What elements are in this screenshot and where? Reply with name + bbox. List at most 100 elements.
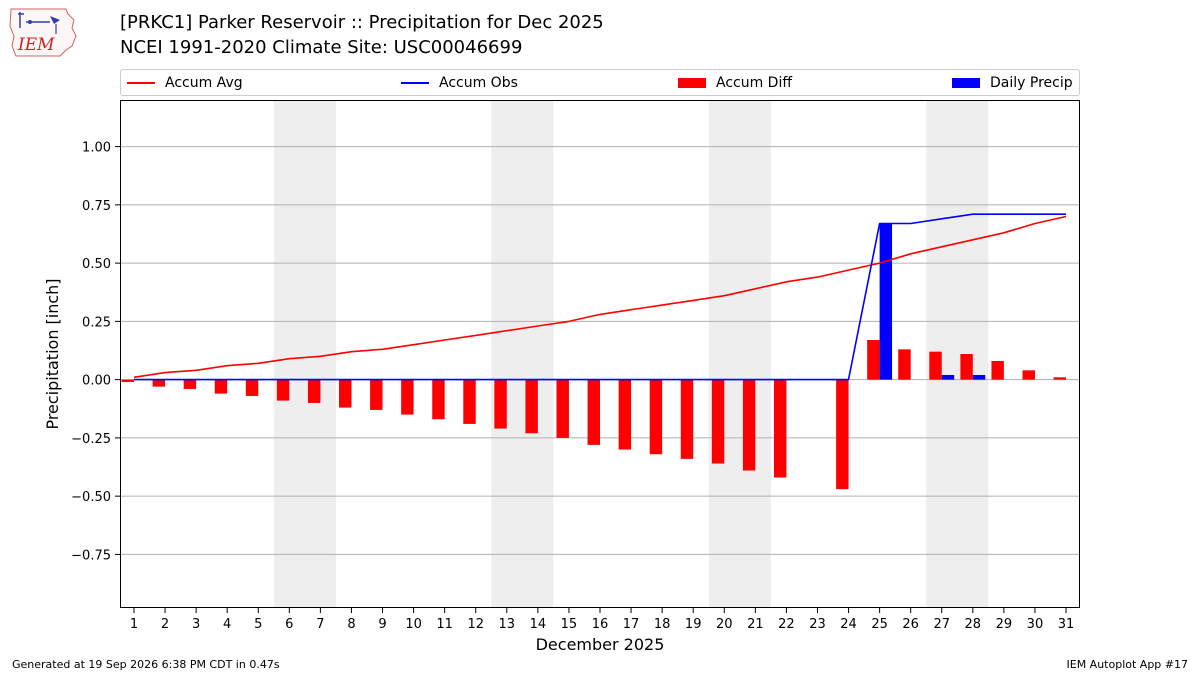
legend-item-accum-diff: Accum Diff xyxy=(678,70,792,95)
x-tick-label: 23 xyxy=(809,617,826,632)
x-tick-label: 16 xyxy=(592,617,609,632)
weekend-band xyxy=(273,100,336,608)
y-tick-label: 0.00 xyxy=(82,374,111,389)
x-tick-label: 1 xyxy=(130,617,138,632)
footer-app-text: IEM Autoplot App #17 xyxy=(1066,658,1189,671)
x-tick-label: 11 xyxy=(436,617,453,632)
x-tick-label: 4 xyxy=(223,617,231,632)
y-tick-label: 0.50 xyxy=(82,257,111,272)
x-tick-label: 6 xyxy=(285,617,293,632)
accum-diff-bar xyxy=(618,379,632,450)
accum-diff-bar xyxy=(463,379,476,424)
accum-diff-bar xyxy=(836,379,849,490)
x-tick-label: 10 xyxy=(405,617,422,632)
accum-diff-bar xyxy=(898,349,911,380)
x-tick-label: 30 xyxy=(1027,617,1044,632)
chart-subtitle: NCEI 1991-2020 Climate Site: USC00046699 xyxy=(120,37,523,58)
accum-diff-bar xyxy=(214,379,228,394)
accum-diff-bar xyxy=(121,379,134,382)
bars xyxy=(121,223,1067,490)
accum-diff-bar xyxy=(649,379,663,455)
x-tick-label: 26 xyxy=(902,617,919,632)
accum-diff-bar xyxy=(245,379,259,396)
x-tick-label: 3 xyxy=(192,617,200,632)
weekend-band xyxy=(708,100,771,608)
y-tick-label: 0.75 xyxy=(82,199,111,214)
legend: Accum Avg Accum Obs Accum Diff Daily Pre… xyxy=(120,69,1080,96)
iem-logo-icon: IEM xyxy=(8,6,80,58)
y-axis-ticks: −0.75 −0.50 −0.25 0.00 0.25 0.50 0.75 1.00 xyxy=(71,141,120,563)
accum-diff-bar xyxy=(276,379,290,401)
x-tick-label: 15 xyxy=(561,617,578,632)
legend-label: Accum Obs xyxy=(439,74,518,91)
accum-diff-bar xyxy=(867,340,880,380)
x-tick-label: 25 xyxy=(871,617,888,632)
y-tick-label: −0.75 xyxy=(71,548,111,563)
accum-diff-bar xyxy=(432,379,445,420)
weekend-band xyxy=(491,100,554,608)
accum-diff-bar xyxy=(525,379,538,434)
legend-item-daily-precip: Daily Precip xyxy=(952,70,1073,95)
y-tick-label: −0.25 xyxy=(71,432,111,447)
series-lines xyxy=(133,213,1067,381)
svg-text:IEM: IEM xyxy=(17,35,55,55)
legend-label: Accum Avg xyxy=(165,74,243,91)
x-tick-label: 12 xyxy=(467,617,484,632)
accum-avg-line xyxy=(133,215,1067,379)
accum-diff-bar xyxy=(680,379,694,459)
accum-diff-bar xyxy=(960,354,973,380)
legend-label: Accum Diff xyxy=(716,74,793,91)
legend-item-accum-obs: Accum Obs xyxy=(401,70,518,95)
daily-precip-bar xyxy=(941,374,955,380)
x-axis-label: December 2025 xyxy=(536,635,665,654)
daily-precip-bar xyxy=(879,223,893,380)
accum-diff-bar xyxy=(991,360,1004,380)
x-tick-label: 24 xyxy=(840,617,857,632)
legend-label: Daily Precip xyxy=(990,74,1073,91)
y-tick-label: 0.25 xyxy=(82,315,111,330)
x-tick-label: 13 xyxy=(499,617,516,632)
x-tick-label: 17 xyxy=(623,617,640,632)
x-tick-label: 5 xyxy=(254,617,262,632)
accum-diff-bar xyxy=(556,379,569,438)
accum-diff-bar xyxy=(183,379,197,389)
accum-diff-bar xyxy=(307,379,321,403)
x-tick-label: 27 xyxy=(933,617,950,632)
x-tick-label: 9 xyxy=(378,617,386,632)
legend-swatch xyxy=(678,77,706,88)
x-axis-ticks: 1 2 3 4 5 6 7 8 9 10 11 12 13 14 15 16 17 18 19 20 21 22 23 24 2… xyxy=(130,608,1074,632)
accum-diff-bar xyxy=(370,379,383,410)
accum-diff-bar xyxy=(929,351,942,380)
daily-precip-bar xyxy=(972,374,986,380)
accum-diff-bar xyxy=(152,379,166,387)
accum-diff-bar xyxy=(1022,370,1035,380)
legend-item-accum-avg: Accum Avg xyxy=(127,70,243,95)
accum-diff-bar xyxy=(773,379,787,478)
legend-swatch xyxy=(127,81,155,84)
x-tick-label: 14 xyxy=(530,617,547,632)
accum-diff-bar xyxy=(711,379,725,464)
accum-diff-bar xyxy=(401,379,414,415)
accum-diff-bar xyxy=(742,379,756,471)
gridlines xyxy=(120,146,1080,555)
x-tick-label: 28 xyxy=(965,617,982,632)
accum-obs-line xyxy=(134,213,1066,381)
y-tick-label: 1.00 xyxy=(82,141,111,156)
x-tick-label: 2 xyxy=(161,617,169,632)
footer-generated-text: Generated at 19 Sep 2026 6:38 PM CDT in … xyxy=(12,658,280,671)
accum-diff-bar xyxy=(1053,377,1067,380)
y-tick-label: −0.50 xyxy=(71,490,111,505)
x-tick-label: 20 xyxy=(716,617,733,632)
chart-title: [PRKC1] Parker Reservoir :: Precipitatio… xyxy=(120,12,604,33)
x-tick-label: 8 xyxy=(347,617,355,632)
accum-diff-bar xyxy=(339,379,352,408)
legend-swatch xyxy=(952,77,980,88)
legend-swatch xyxy=(401,81,429,84)
x-tick-label: 31 xyxy=(1058,617,1075,632)
x-tick-label: 29 xyxy=(996,617,1013,632)
x-tick-label: 7 xyxy=(316,617,324,632)
y-axis-label: Precipitation [inch] xyxy=(43,278,62,429)
accum-diff-bar xyxy=(587,379,600,445)
x-tick-label: 22 xyxy=(778,617,795,632)
